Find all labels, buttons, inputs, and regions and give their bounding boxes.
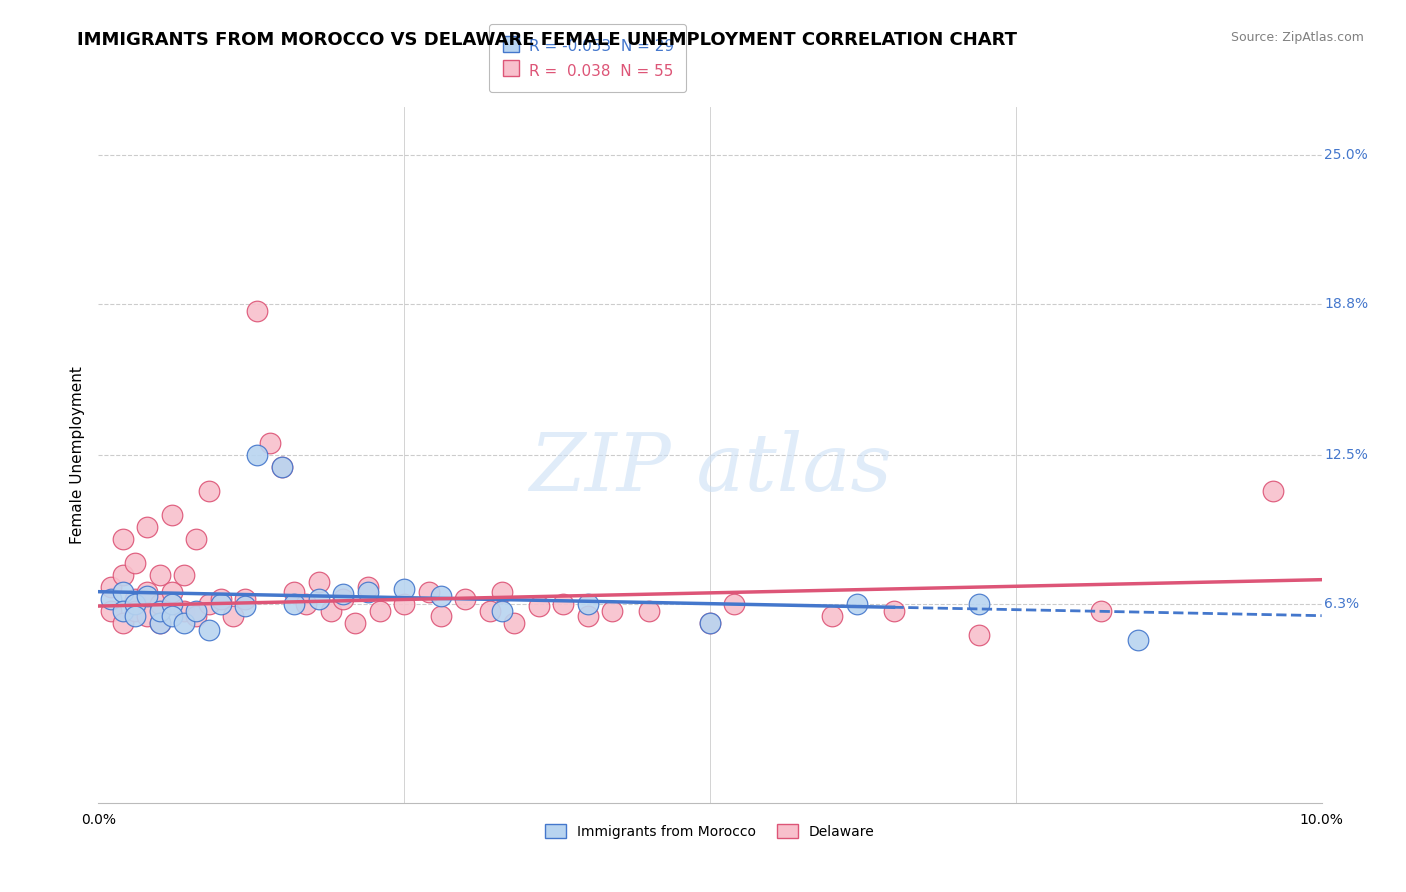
Point <box>100 580 122 594</box>
Point <box>186 608 208 623</box>
Point <box>209 591 232 606</box>
Point <box>100 604 122 618</box>
Point <box>222 608 245 623</box>
Point <box>344 615 367 630</box>
Text: ZIP atlas: ZIP atlas <box>529 430 891 508</box>
Point <box>100 591 122 606</box>
Point <box>173 604 195 618</box>
Point <box>967 628 990 642</box>
Point <box>136 520 159 534</box>
Point <box>637 604 661 618</box>
Point <box>430 608 453 623</box>
Point <box>149 597 172 611</box>
Point <box>136 608 159 623</box>
Point <box>197 597 219 611</box>
Point <box>283 597 305 611</box>
Text: 6.3%: 6.3% <box>1324 597 1360 611</box>
Point <box>699 615 721 630</box>
Point <box>527 599 550 613</box>
Point <box>124 556 146 570</box>
Point <box>967 597 990 611</box>
Point <box>600 604 623 618</box>
Point <box>491 584 513 599</box>
Point <box>149 604 172 618</box>
Point <box>418 584 440 599</box>
Point <box>197 623 219 637</box>
Point <box>699 615 721 630</box>
Point <box>259 436 281 450</box>
Text: 12.5%: 12.5% <box>1324 448 1368 462</box>
Point <box>197 483 219 498</box>
Point <box>270 459 292 474</box>
Point <box>503 615 526 630</box>
Point <box>270 459 292 474</box>
Point <box>392 582 416 597</box>
Point <box>160 608 183 623</box>
Point <box>576 608 599 623</box>
Point <box>392 597 416 611</box>
Point <box>136 590 159 604</box>
Point <box>308 591 330 606</box>
Point <box>246 304 269 318</box>
Point <box>368 604 391 618</box>
Point <box>430 590 453 604</box>
Point <box>209 597 232 611</box>
Point <box>332 591 354 606</box>
Point <box>1128 632 1150 647</box>
Point <box>136 584 159 599</box>
Point <box>160 508 183 522</box>
Point <box>124 608 146 623</box>
Point <box>233 591 256 606</box>
Point <box>173 615 195 630</box>
Point <box>160 597 183 611</box>
Text: 25.0%: 25.0% <box>1324 148 1368 162</box>
Text: 18.8%: 18.8% <box>1324 297 1368 310</box>
Point <box>821 608 844 623</box>
Point <box>186 532 208 546</box>
Point <box>246 448 269 462</box>
Legend: Immigrants from Morocco, Delaware: Immigrants from Morocco, Delaware <box>540 819 880 845</box>
Point <box>576 597 599 611</box>
Point <box>111 604 134 618</box>
Point <box>124 591 146 606</box>
Point <box>356 580 378 594</box>
Text: Source: ZipAtlas.com: Source: ZipAtlas.com <box>1230 31 1364 45</box>
Point <box>233 599 256 613</box>
Point <box>723 597 745 611</box>
Point <box>111 584 134 599</box>
Point <box>1261 483 1284 498</box>
Point <box>356 584 378 599</box>
Point <box>149 615 172 630</box>
Point <box>308 575 330 590</box>
Point <box>454 591 477 606</box>
Point <box>295 597 318 611</box>
Point <box>111 615 134 630</box>
Point <box>111 532 134 546</box>
Point <box>553 597 575 611</box>
Point <box>124 604 146 618</box>
Point <box>173 567 195 582</box>
Point <box>111 567 134 582</box>
Point <box>124 597 146 611</box>
Point <box>478 604 501 618</box>
Point <box>845 597 868 611</box>
Point <box>1090 604 1112 618</box>
Text: IMMIGRANTS FROM MOROCCO VS DELAWARE FEMALE UNEMPLOYMENT CORRELATION CHART: IMMIGRANTS FROM MOROCCO VS DELAWARE FEMA… <box>77 31 1018 49</box>
Point <box>149 567 172 582</box>
Point <box>186 604 208 618</box>
Point <box>491 604 513 618</box>
Point <box>332 587 354 601</box>
Point <box>149 615 172 630</box>
Point <box>283 584 305 599</box>
Point <box>883 604 905 618</box>
Y-axis label: Female Unemployment: Female Unemployment <box>69 366 84 544</box>
Point <box>319 604 342 618</box>
Point <box>160 584 183 599</box>
